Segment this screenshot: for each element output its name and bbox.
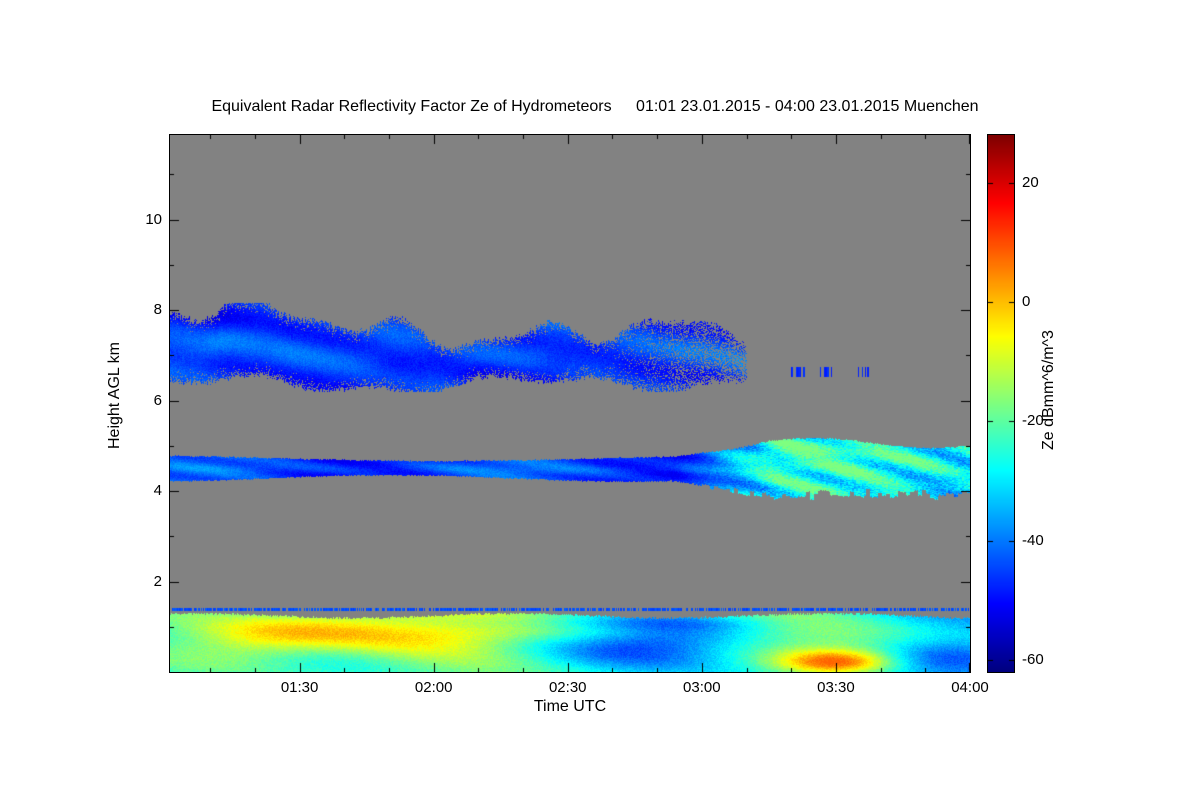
x-tick-label: 03:30 xyxy=(817,679,855,696)
x-tick-label: 04:00 xyxy=(951,679,989,696)
y-tick-label: 6 xyxy=(153,391,162,409)
y-tick-label: 10 xyxy=(145,210,162,228)
chart-title-text: Equivalent Radar Reflectivity Factor Ze … xyxy=(211,98,612,115)
colorbar-tick-label: -60 xyxy=(1022,651,1044,669)
x-tick-label: 01:30 xyxy=(280,679,319,696)
reflectivity-heatmap-canvas xyxy=(170,135,970,672)
chart-title: Equivalent Radar Reflectivity Factor Ze … xyxy=(0,98,1190,116)
x-axis-label: Time UTC xyxy=(533,698,607,715)
colorbar-label: Ze dBmm^6/m^3 xyxy=(1040,330,1057,450)
colorbar-tick-label: -40 xyxy=(1022,531,1044,549)
colorbar xyxy=(987,134,1015,673)
colorbar-gradient-canvas xyxy=(988,135,1014,672)
colorbar-tick-label: 20 xyxy=(1022,173,1039,191)
colorbar-tick-label: 0 xyxy=(1022,293,1031,311)
x-tick-label: 02:30 xyxy=(548,679,587,696)
y-tick-label: 4 xyxy=(153,482,162,500)
x-tick-label: 03:00 xyxy=(683,679,721,696)
y-tick-label: 2 xyxy=(153,572,162,590)
x-tick-label: 02:00 xyxy=(414,679,453,696)
colorbar-tick-label: -20 xyxy=(1022,412,1044,430)
y-tick-label: 8 xyxy=(153,301,162,319)
plot-area xyxy=(169,134,971,673)
chart-title-daterange: 01:01 23.01.2015 - 04:00 23.01.2015 Muen… xyxy=(636,98,979,115)
